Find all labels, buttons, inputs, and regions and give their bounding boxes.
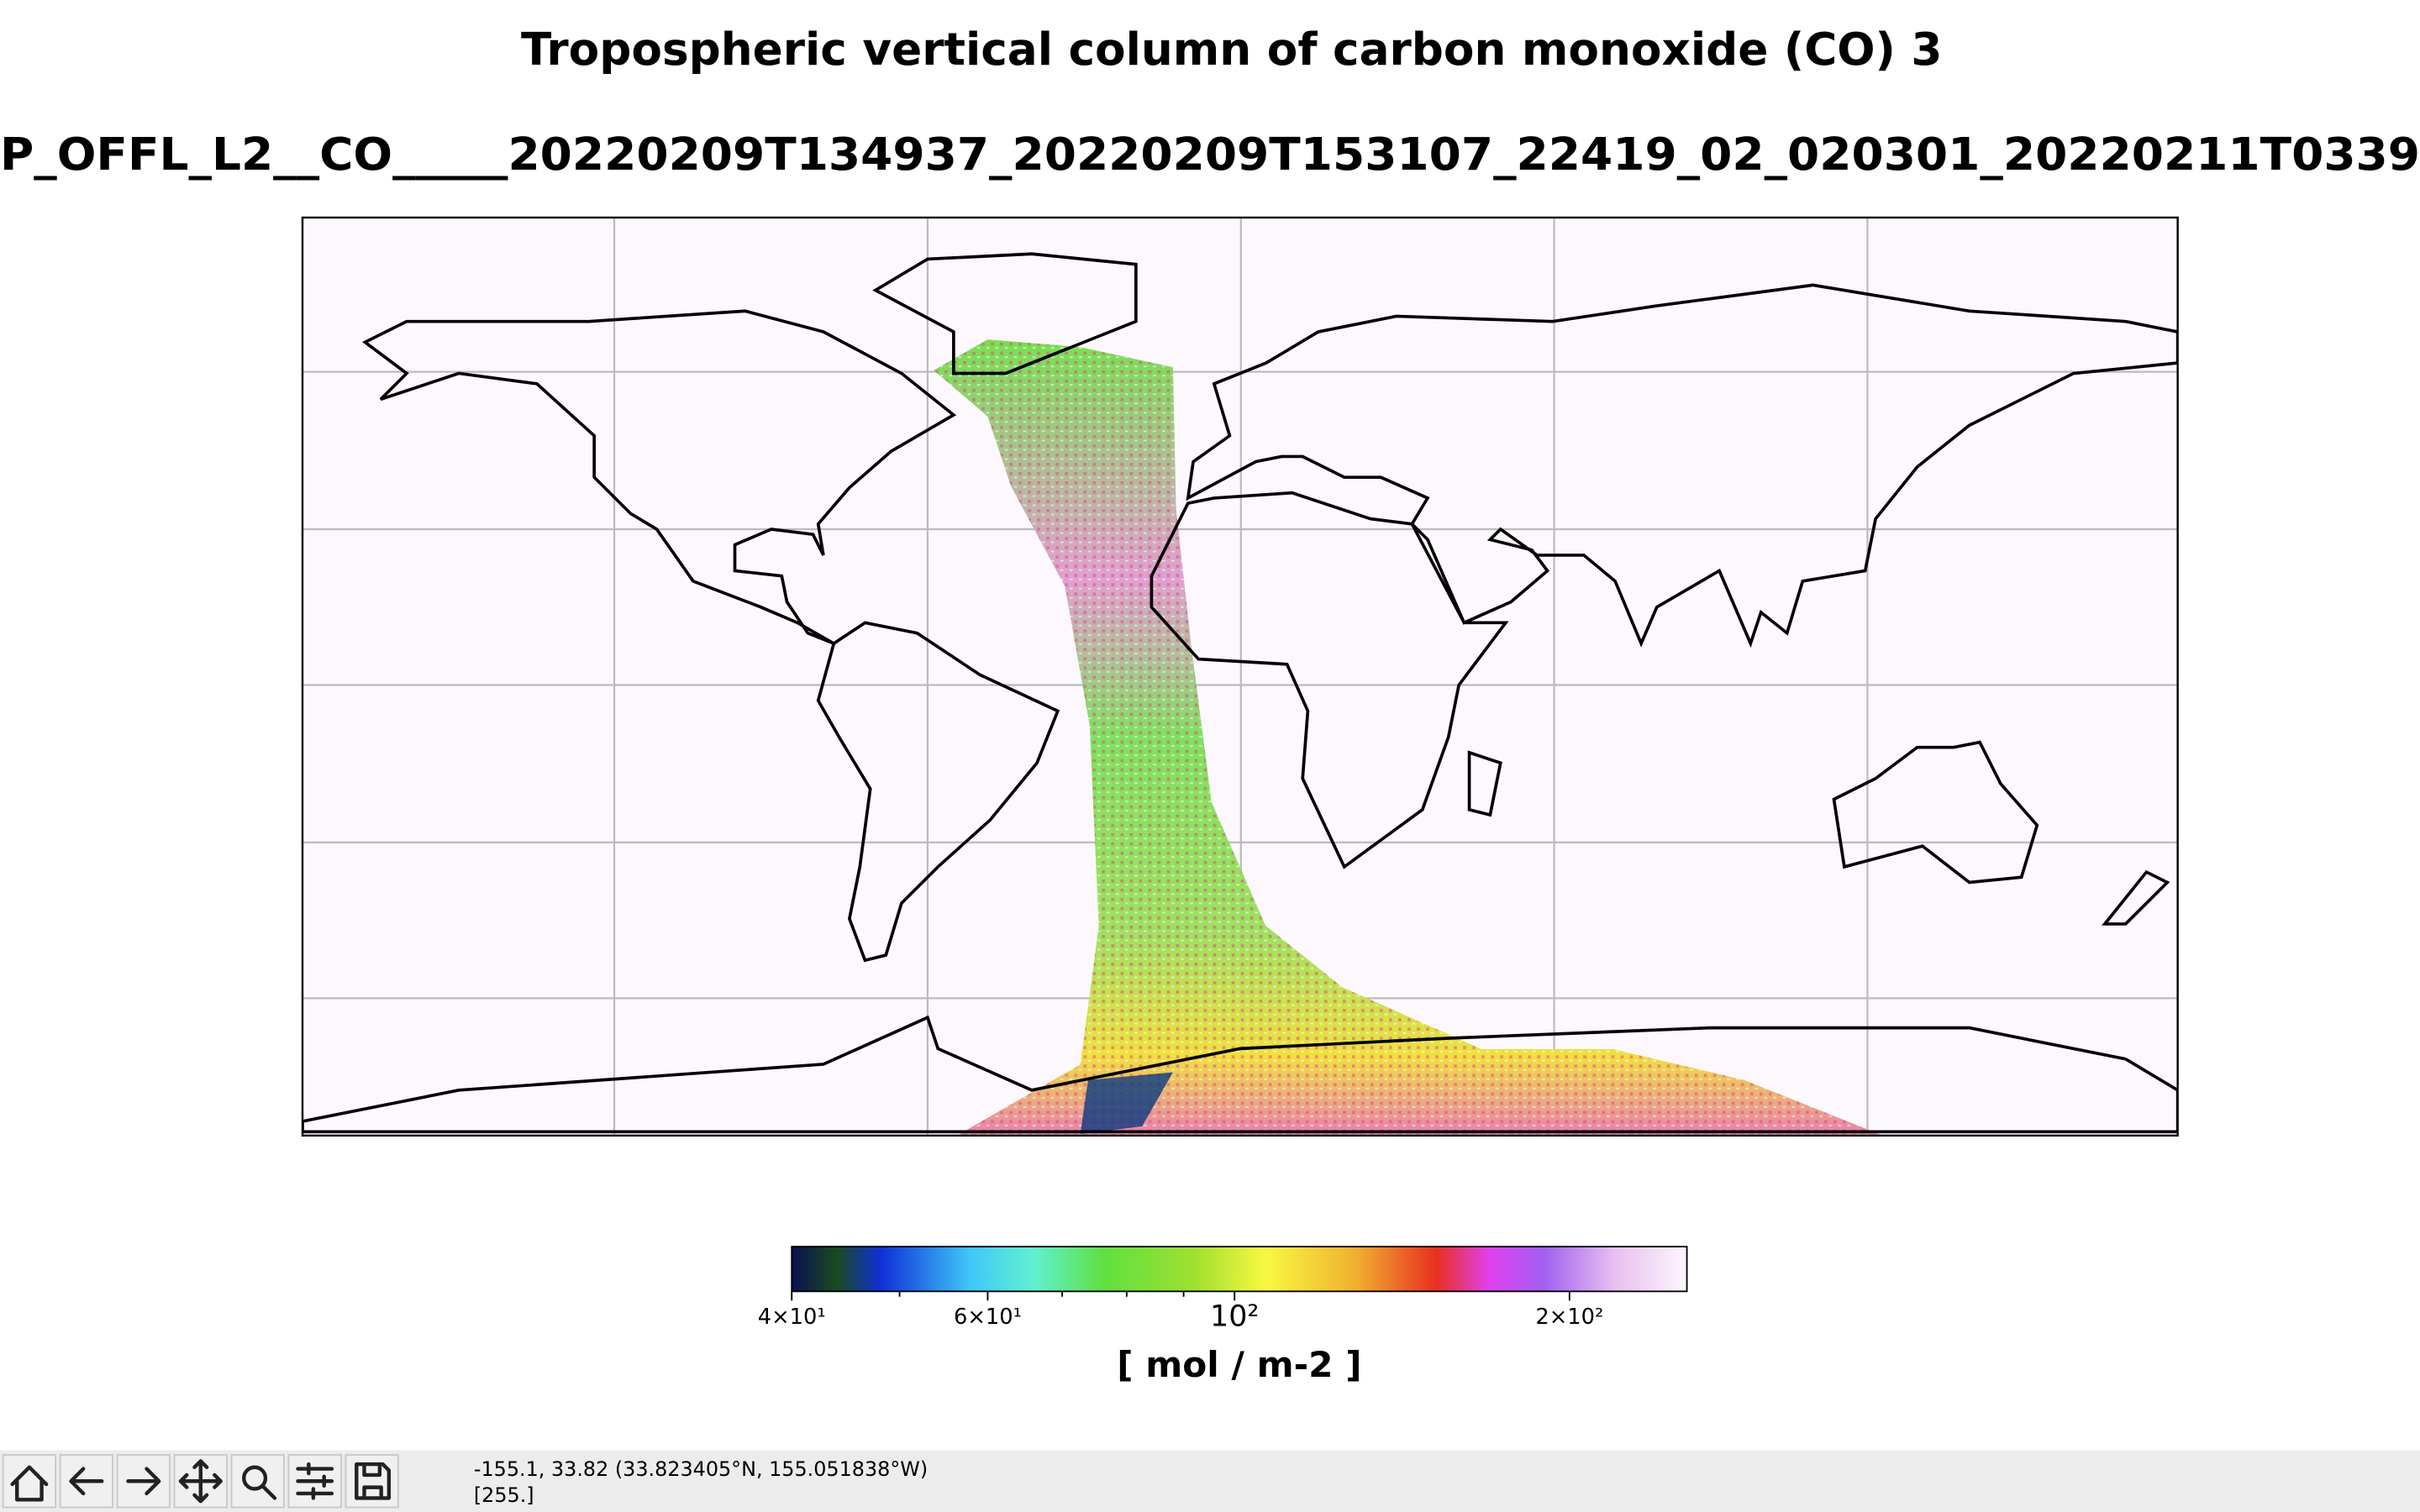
coastline bbox=[1832, 740, 2039, 885]
coastline bbox=[1467, 750, 1502, 817]
colorbar-tick-label: 2×10² bbox=[1535, 1305, 1603, 1330]
pan-button[interactable] bbox=[173, 1454, 228, 1509]
coastline bbox=[2102, 869, 2170, 926]
forward-button[interactable] bbox=[116, 1454, 171, 1509]
colorbar-gradient bbox=[791, 1246, 1688, 1293]
status-value: [255.] bbox=[474, 1483, 534, 1507]
coastline bbox=[361, 309, 957, 645]
colorbar-tick-label: 6×10¹ bbox=[954, 1305, 1022, 1330]
status-coordinates: -155.1, 33.82 (33.823405°N, 155.051838°W… bbox=[474, 1457, 928, 1481]
toolbar: -155.1, 33.82 (33.823405°N, 155.051838°W… bbox=[0, 1450, 2420, 1512]
title: Tropospheric vertical column of carbon m… bbox=[521, 24, 1943, 76]
zoom-button[interactable] bbox=[230, 1454, 285, 1509]
back-button[interactable] bbox=[59, 1454, 113, 1509]
home-button[interactable] bbox=[2, 1454, 57, 1509]
toolbar-background bbox=[0, 1450, 2420, 1512]
coastline bbox=[816, 621, 1060, 963]
colorbar-label: [ mol / m-2 ] bbox=[1117, 1344, 1361, 1385]
coastlines bbox=[302, 252, 2178, 1134]
configure-button[interactable] bbox=[287, 1454, 342, 1509]
save-button[interactable] bbox=[345, 1454, 399, 1509]
colorbar-tick-label: 10² bbox=[1210, 1300, 1259, 1334]
map-frame bbox=[301, 216, 2179, 1137]
subtitle: P_OFFL_L2__CO_____20220209T134937_202202… bbox=[0, 129, 2420, 181]
coastline bbox=[872, 252, 1138, 375]
coastline bbox=[1186, 283, 2178, 648]
map bbox=[301, 216, 2179, 1137]
colorbar: 4×10¹ 6×10¹ 10² 2×10² bbox=[758, 1246, 1688, 1334]
colorbar-tick-label: 4×10¹ bbox=[758, 1305, 826, 1330]
coastline bbox=[1150, 491, 1509, 869]
coastline bbox=[302, 1015, 2178, 1134]
